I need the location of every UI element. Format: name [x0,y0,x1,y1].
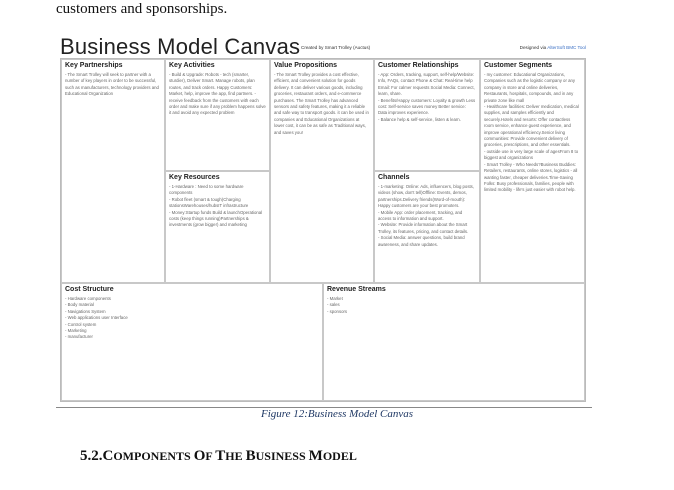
heading-initial: T [215,448,226,464]
business-model-canvas-figure: Business Model Canvas Created by Smart T… [56,28,592,408]
heading-initial: O [193,448,206,464]
block-title: Value Propositions [274,62,338,69]
block-title: Channels [378,174,410,181]
block-text: - 1-marketing: Online: Ads, influencers,… [378,184,475,247]
block-text: - Build & Upgrade: Robots - tech (smarte… [169,72,266,116]
block-title: Key Partnerships [65,62,123,69]
key-activities-block: Key Activities - Build & Upgrade: Robots… [165,59,270,171]
canvas-title: Business Model Canvas [60,34,301,59]
section-heading: 5.2.COMPONENTS OF THE BUSINESS MODEL [80,448,357,465]
block-title: Customer Relationships [378,62,459,69]
heading-rest: HE [225,449,246,463]
value-propositions-block: Value Propositions - The Smart Trolley p… [270,59,374,283]
heading-rest: ODEL [322,449,357,463]
heading-initial: M [308,448,323,464]
block-text: - my customer: Educational Organizations… [484,72,579,193]
intro-text: customers and sponsorships. [56,1,228,17]
block-text: - The Smart Trolley provides a cost effe… [274,72,369,135]
key-resources-block: Key Resources - 1-Hardware : Need to som… [165,171,270,283]
created-by-label: Created by Smart Trolley (Auctus) [301,45,371,50]
heading-initial: B [245,448,256,464]
heading-rest: F [205,449,216,463]
channels-block: Channels - 1-marketing: Online: Ads, inf… [374,171,480,283]
block-text: - App: Orders, tracking, support, self-h… [378,72,476,122]
key-partnerships-block: Key Partnerships - The Smart Trolley wil… [61,59,165,283]
block-text: - 1-Hardware : Need to some hardware com… [169,184,263,228]
block-text: - The Smart Trolley will seek to partner… [65,72,159,97]
heading-rest: USINESS [255,449,309,463]
block-text: - Market - sales - sponsors [327,296,348,314]
heading-initial: C [102,448,114,464]
block-title: Revenue Streams [327,286,386,293]
designed-via-label: Designed via AlterSoft BMC Tool [520,45,586,50]
block-title: Key Activities [169,62,215,69]
block-text: - Hardware components - Body material - … [65,296,128,340]
customer-relationships-block: Customer Relationships - App: Orders, tr… [374,59,480,171]
revenue-streams-block: Revenue Streams - Market - sales - spons… [323,283,585,401]
section-number: 5.2. [80,448,103,464]
block-title: Key Resources [169,174,220,181]
customer-segments-block: Customer Segments - my customer: Educati… [480,59,585,283]
figure-caption: Figure 12:Business Model Canvas [260,408,414,420]
designed-via-tool-link[interactable]: AlterSoft BMC Tool [547,45,586,50]
heading-rest: OMPONENTS [113,449,194,463]
designed-via-prefix: Designed via [519,45,547,50]
block-title: Customer Segments [484,62,553,69]
canvas-grid: Key Partnerships - The Smart Trolley wil… [60,58,586,402]
cost-structure-block: Cost Structure - Hardware components - B… [61,283,323,401]
block-title: Cost Structure [65,286,114,293]
